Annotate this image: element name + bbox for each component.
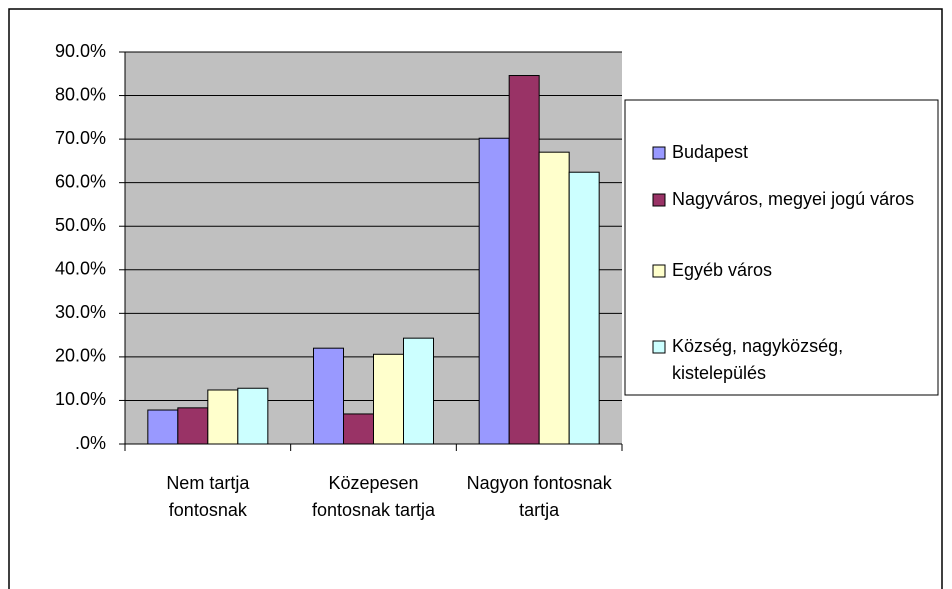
bar <box>403 337 434 445</box>
y-tick-label: 70.0% <box>55 128 106 148</box>
x-tick-label: Nem tartja fontosnak <box>166 473 250 520</box>
y-tick-label: 60.0% <box>55 171 106 191</box>
legend-label: Egyéb város <box>672 260 773 280</box>
y-tick-label: 40.0% <box>55 259 106 279</box>
y-tick-label: 10.0% <box>55 389 106 409</box>
legend-swatch <box>652 264 666 278</box>
bar <box>373 353 404 445</box>
bar <box>478 137 510 445</box>
bar <box>177 407 209 445</box>
legend-label: Nagyváros, megyei jogú város <box>672 189 915 209</box>
legend-box <box>624 99 939 396</box>
bar <box>313 347 344 445</box>
y-tick-label: .0% <box>75 433 106 453</box>
bar <box>237 387 269 445</box>
x-tick-label: Nagyon fontosnak tartja <box>466 473 612 520</box>
y-tick-label: 50.0% <box>55 215 106 235</box>
bar <box>538 151 570 445</box>
bar <box>508 75 540 445</box>
y-tick-label: 20.0% <box>55 346 106 366</box>
chart-frame <box>8 8 943 589</box>
bar <box>147 409 179 445</box>
legend-label: Község, nagyközség, kistelepülés <box>672 336 844 383</box>
bar <box>568 171 600 445</box>
y-tick-label: 80.0% <box>55 84 106 104</box>
x-tick-label: Közepesen fontosnak tartja <box>311 473 436 520</box>
bar <box>343 413 374 445</box>
bar <box>207 389 239 445</box>
legend-swatch <box>652 146 666 160</box>
y-tick-label: 90.0% <box>55 41 106 61</box>
y-tick-label: 30.0% <box>55 302 106 322</box>
legend-swatch <box>652 340 666 354</box>
legend-swatch <box>652 193 666 207</box>
legend-label: Budapest <box>672 142 749 162</box>
